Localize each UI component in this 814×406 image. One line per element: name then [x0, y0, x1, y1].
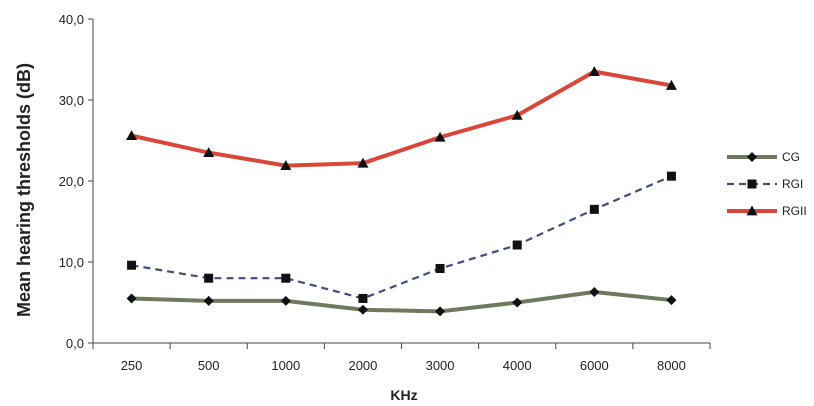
x-tick-label: 1000 — [271, 358, 300, 373]
data-point-cg — [357, 304, 368, 315]
data-point-rgi — [127, 260, 137, 270]
data-point-cg — [126, 293, 137, 304]
data-point-cg — [203, 295, 214, 306]
data-point-rgii — [126, 130, 138, 141]
x-axis-ticks: 250 500 1000 2000 3000 4000 6000 8000 — [92, 343, 711, 373]
data-point-rgii — [434, 131, 446, 142]
data-point-rgii — [665, 79, 677, 90]
data-point-rgii — [203, 147, 215, 158]
data-point-rgi — [666, 171, 676, 181]
y-tick-label: 30,0 — [59, 93, 84, 108]
x-tick-label: 8000 — [657, 358, 686, 373]
data-point-cg — [435, 306, 446, 317]
series-line-cg — [131, 289, 672, 314]
legend-marker-rgii — [746, 205, 758, 216]
x-tick-label: 500 — [198, 358, 220, 373]
series-line-rgi — [131, 175, 672, 300]
x-axis-label: KHz — [390, 387, 417, 403]
chart-series — [126, 66, 677, 317]
y-axis-ticks: 0,0 10,0 20,0 30,0 40,0 — [59, 12, 93, 351]
data-point-rgi — [281, 273, 291, 283]
data-point-rgii — [588, 66, 600, 77]
legend-label-rgi: RGI — [782, 177, 803, 191]
x-tick-label: 3000 — [426, 358, 455, 373]
data-point-cg — [666, 295, 677, 306]
x-tick-label: 4000 — [503, 358, 532, 373]
data-point-rgi — [512, 240, 522, 250]
y-tick-label: 20,0 — [59, 174, 84, 189]
legend-label-cg: CG — [782, 150, 800, 164]
data-point-rgi — [358, 293, 368, 303]
data-point-cg — [589, 286, 600, 297]
data-point-rgi — [204, 273, 214, 283]
y-tick-label: 0,0 — [66, 336, 84, 351]
chart-legend: CG RGI RGII — [727, 150, 807, 218]
y-tick-label: 10,0 — [59, 255, 84, 270]
data-point-cg — [280, 295, 291, 306]
data-point-rgi — [435, 263, 445, 273]
x-tick-label: 6000 — [580, 358, 609, 373]
data-point-cg — [512, 297, 523, 308]
data-point-rgii — [280, 160, 292, 171]
y-axis-label: Mean hearing thresholds (dB) — [14, 63, 34, 317]
x-tick-label: 250 — [121, 358, 143, 373]
legend-marker-cg — [747, 152, 757, 162]
x-tick-label: 2000 — [348, 358, 377, 373]
y-tick-label: 40,0 — [59, 12, 84, 27]
data-point-rgi — [589, 204, 599, 214]
legend-label-rgii: RGII — [782, 204, 807, 218]
series-line-rgii — [131, 69, 672, 168]
data-point-rgii — [357, 157, 369, 168]
data-point-rgii — [511, 109, 523, 120]
legend-marker-rgi — [747, 179, 757, 189]
